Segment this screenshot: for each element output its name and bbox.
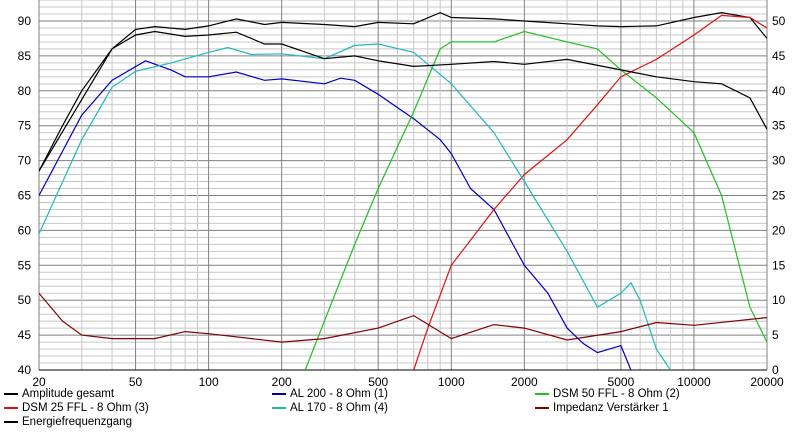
legend-item: AL 170 - 8 Ohm (4) (272, 402, 388, 414)
x-tick-label: 20 (32, 375, 46, 389)
legend-swatch (4, 407, 18, 409)
legend-swatch (4, 421, 18, 423)
x-tick-label: 500 (368, 375, 388, 389)
legend-item: Energiefrequenzgang (4, 416, 132, 428)
y-tick-label: 85 (18, 49, 32, 63)
y2-tick-label: 15 (772, 258, 786, 272)
series-line-al-200-8-ohm-1 (39, 60, 632, 370)
legend-item: Impedanz Verstärker 1 (535, 402, 669, 414)
y2-tick-label: 45 (772, 49, 786, 63)
y2-tick-label: 5 (772, 328, 779, 342)
y2-tick-label: 10 (772, 293, 786, 307)
y2-tick-label: 35 (772, 119, 786, 133)
x-tick-label: 5000 (608, 375, 635, 389)
x-tick-label: 2000 (511, 375, 538, 389)
legend-swatch (535, 393, 549, 395)
legend-label: DSM 50 FFL - 8 Ohm (2) (553, 388, 680, 400)
y-tick-label: 65 (18, 189, 32, 203)
legend-label: AL 200 - 8 Ohm (1) (290, 388, 389, 400)
y2-tick-label: 50 (772, 14, 786, 28)
legend-label: Impedanz Verstärker 1 (553, 402, 669, 414)
y-tick-label: 75 (18, 119, 32, 133)
y2-tick-label: 20 (772, 223, 786, 237)
x-tick-label: 200 (272, 375, 292, 389)
legend-swatch (272, 407, 286, 409)
y-tick-label: 60 (18, 223, 32, 237)
x-tick-label: 10000 (677, 375, 711, 389)
y-tick-label: 55 (18, 258, 32, 272)
x-tick-label: 1000 (438, 375, 465, 389)
y-tick-label: 40 (18, 363, 32, 377)
series-line-energiefrequenzgang (39, 30, 767, 172)
legend-item: DSM 50 FFL - 8 Ohm (2) (535, 388, 680, 400)
series-line-dsm-50-ffl-8-ohm-2 (304, 30, 767, 370)
x-tick-label: 50 (129, 375, 143, 389)
series-line-al-170-8-ohm-4 (39, 43, 671, 370)
series-line-impedanz-verst-rker-1 (39, 292, 767, 343)
legend-swatch (272, 393, 286, 395)
x-tick-label: 20000 (750, 375, 784, 389)
y-tick-label: 50 (18, 293, 32, 307)
y2-tick-label: 40 (772, 84, 786, 98)
y-tick-label: 80 (18, 84, 32, 98)
legend-item: DSM 25 FFL - 8 Ohm (3) (4, 402, 149, 414)
legend-label: DSM 25 FFL - 8 Ohm (3) (22, 402, 149, 414)
y2-tick-label: 0 (772, 363, 779, 377)
series-line-amplitude-gesamt (39, 11, 767, 172)
legend-swatch (4, 393, 18, 395)
legend-label: AL 170 - 8 Ohm (4) (290, 402, 389, 414)
x-tick-label: 100 (199, 375, 219, 389)
y2-tick-label: 25 (772, 189, 786, 203)
legend-item: AL 200 - 8 Ohm (1) (272, 388, 388, 400)
legend-item: Amplitude gesamt (4, 388, 114, 400)
series-line-dsm-25-ffl-8-ohm-3 (413, 14, 767, 370)
y2-tick-label: 30 (772, 154, 786, 168)
y-tick-label: 70 (18, 154, 32, 168)
y-tick-label: 45 (18, 328, 32, 342)
y-tick-label: 90 (18, 14, 32, 28)
legend-label: Amplitude gesamt (22, 388, 115, 400)
legend-swatch (535, 407, 549, 409)
legend-label: Energiefrequenzgang (22, 416, 132, 428)
